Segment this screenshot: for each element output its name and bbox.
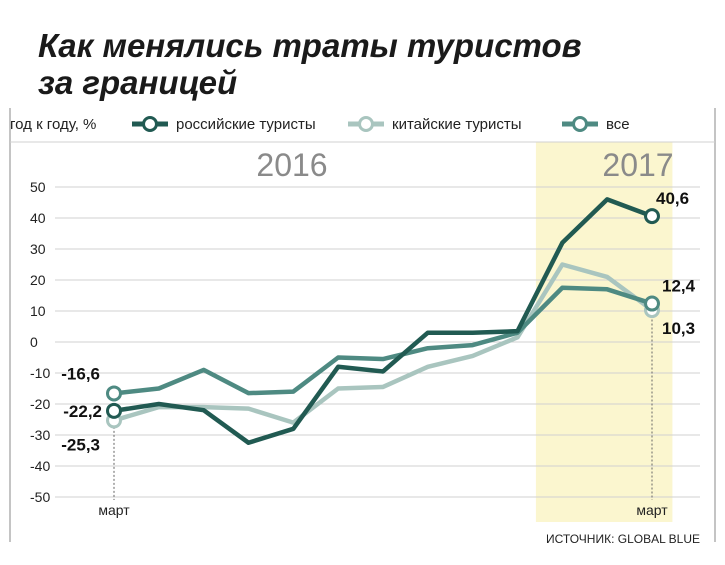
series-line-chinese	[111, 262, 655, 425]
y-tick-label-0: 0	[30, 334, 38, 350]
value-label-all-end: 12,4	[662, 277, 696, 296]
y-tick-label-minus-40: -40	[30, 458, 50, 474]
legend-marker-russian	[142, 116, 158, 132]
marker-russian-end	[644, 208, 660, 225]
legend-item-chinese: китайские туристы	[348, 116, 522, 133]
year-label-2016: 2016	[256, 147, 327, 183]
marker-all-end	[644, 295, 660, 312]
legend-marker-chinese	[358, 116, 374, 132]
y-tick-label-minus-10: -10	[30, 365, 50, 381]
month-label-start: март	[98, 502, 130, 518]
marker-all-start	[106, 385, 122, 402]
y-tick-label-minus-30: -30	[30, 427, 50, 443]
y-tick-label-50: 50	[30, 179, 46, 195]
value-label-chinese-start: -25,3	[61, 435, 100, 454]
month-label-end: март	[636, 502, 668, 518]
legend-label-russian: российские туристы	[176, 116, 316, 133]
year-label-2017: 2017	[602, 147, 673, 183]
series-line-russian	[111, 197, 655, 445]
y-tick-label-20: 20	[30, 272, 46, 288]
value-label-russian-start: -22,2	[63, 402, 102, 421]
marker-russian-start	[106, 402, 122, 419]
legend: год к году, % российские туристы китайск…	[10, 116, 630, 133]
source-note: ИСТОЧНИК: GLOBAL BLUE	[546, 532, 700, 546]
legend-item-russian: российские туристы	[132, 116, 316, 133]
unit-label: год к году, %	[10, 116, 96, 133]
chart-title-line-2: за границей	[38, 64, 237, 101]
legend-item-all: все	[562, 116, 630, 133]
legend-label-chinese: китайские туристы	[392, 116, 522, 133]
y-tick-label-minus-20: -20	[30, 396, 50, 412]
legend-label-all: все	[606, 116, 630, 133]
y-tick-label-40: 40	[30, 210, 46, 226]
y-tick-label-minus-50: -50	[30, 489, 50, 505]
y-tick-label-10: 10	[30, 303, 46, 319]
legend-marker-all	[572, 116, 588, 132]
value-label-all-start: -16,6	[61, 364, 100, 383]
value-label-chinese-end: 10,3	[662, 319, 695, 338]
value-label-russian-end: 40,6	[656, 189, 689, 208]
series-line-all	[111, 285, 655, 396]
chart-title-line-1: Как менялись траты туристов	[38, 27, 582, 64]
y-tick-label-30: 30	[30, 241, 46, 257]
plot-area: 50 40 30 20 10 0 -10 -20 -30 -40 -50 -16,6 -22,2 -25,…	[9, 108, 716, 542]
